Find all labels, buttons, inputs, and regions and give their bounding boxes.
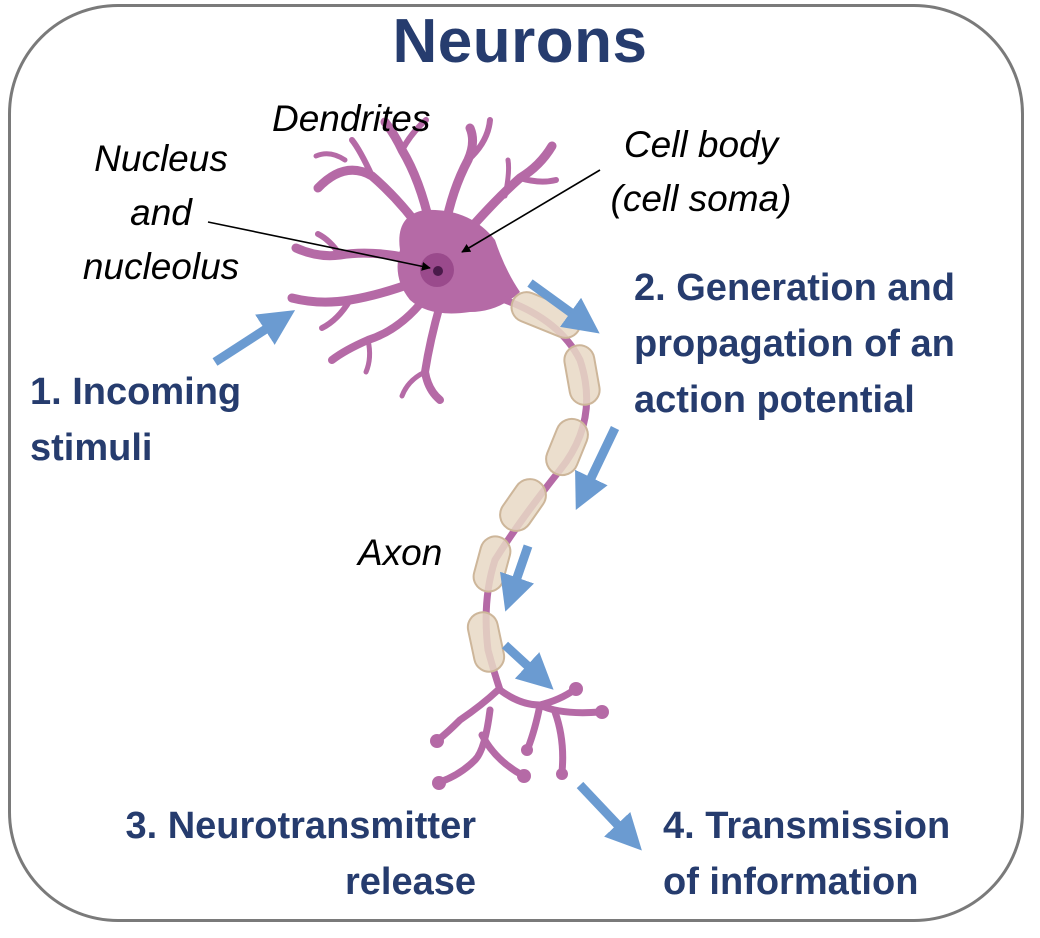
arrow-transmission	[576, 781, 642, 851]
step-3-neurotransmitter-release: 3. Neurotransmitter release	[88, 798, 476, 910]
label-cell-body-line-1: Cell body	[623, 124, 779, 165]
axon-terminals	[434, 686, 604, 786]
nucleolus	[433, 266, 443, 276]
arrow-propagation-3	[500, 544, 535, 612]
step-1-line-2: stimuli	[30, 427, 153, 469]
signal-flow-arrows	[212, 279, 642, 851]
arrow-release	[501, 641, 554, 690]
cell-body	[397, 209, 520, 314]
label-nucleus-and-nucleolus: Nucleus and nucleolus	[70, 132, 252, 294]
step-2-line-2: propagation of an	[634, 323, 955, 365]
arrow-propagation-2	[575, 426, 620, 510]
arrow-incoming	[212, 310, 296, 366]
pointer-lines	[207, 169, 601, 271]
step-3-line-1: 3. Neurotransmitter	[125, 805, 476, 847]
step-4-transmission: 4. Transmission of information	[663, 798, 950, 910]
step-3-line-2: release	[344, 861, 476, 903]
step-4-line-2: of information	[663, 861, 919, 903]
label-cell-body-line-2: (cell soma)	[610, 178, 792, 219]
label-cell-body: Cell body (cell soma)	[598, 118, 804, 226]
arrow-propagation-1	[527, 279, 600, 334]
label-nucleus-line-3: nucleolus	[82, 246, 240, 287]
step-1-line-1: 1. Incoming	[30, 371, 242, 413]
diagram-title: Neurons	[392, 7, 648, 76]
label-dendrites: Dendrites	[272, 98, 431, 139]
label-nucleus-line-1: Nucleus	[94, 138, 228, 179]
step-4-line-1: 4. Transmission	[663, 805, 951, 847]
step-2-line-1: 2. Generation and	[634, 267, 955, 309]
myelin-sheath	[466, 291, 601, 673]
label-nucleus-line-2: and	[130, 192, 192, 233]
step-1-incoming-stimuli: 1. Incoming stimuli	[30, 364, 241, 476]
step-2-line-3: action potential	[634, 379, 915, 421]
terminal-knobs	[430, 682, 609, 790]
label-axon: Axon	[358, 532, 443, 573]
dendrites	[287, 117, 559, 404]
step-2-generation-propagation: 2. Generation and propagation of an acti…	[634, 260, 955, 428]
